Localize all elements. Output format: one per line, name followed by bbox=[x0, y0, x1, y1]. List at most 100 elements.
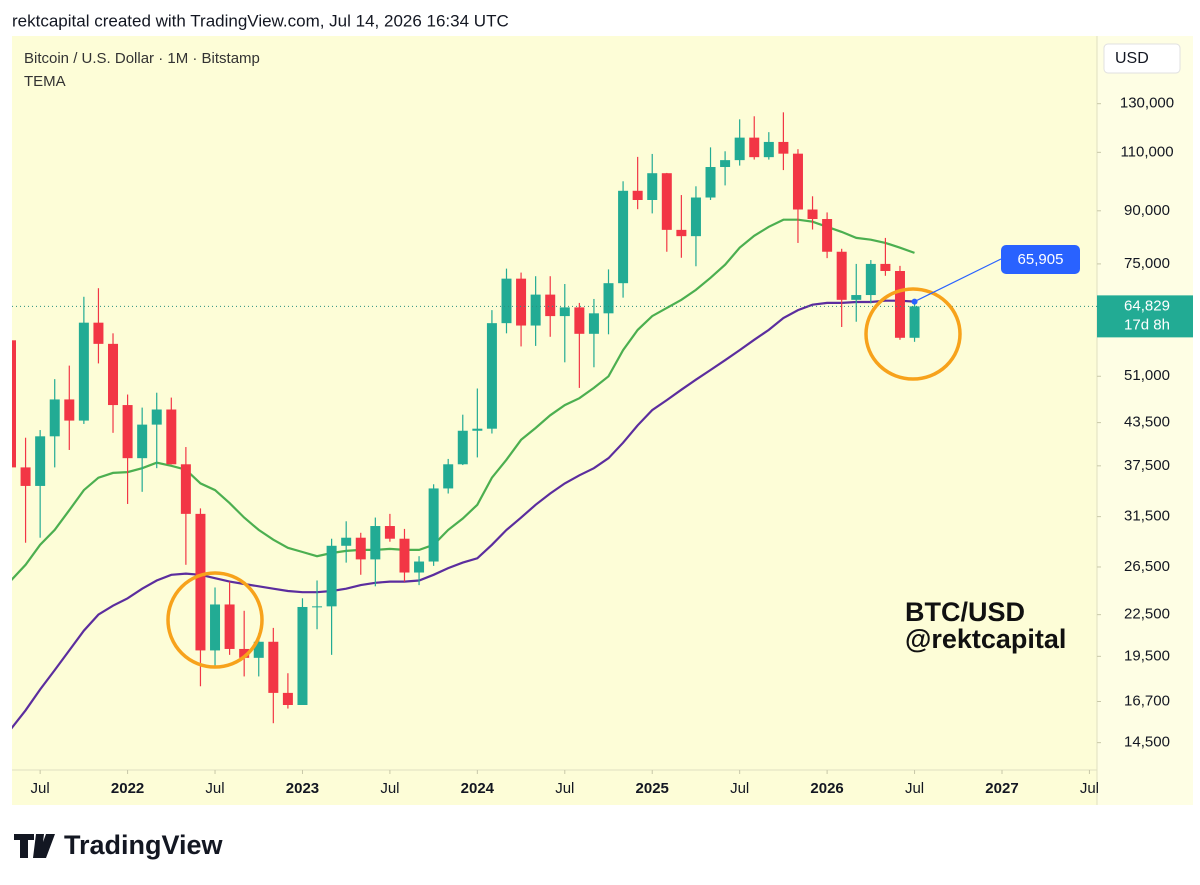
currency: USD bbox=[1115, 50, 1149, 67]
candle-body bbox=[807, 209, 818, 220]
candle-body bbox=[749, 137, 760, 158]
x-tick-label: 2027 bbox=[985, 780, 1018, 797]
candle-body bbox=[384, 526, 395, 539]
candle-body bbox=[647, 173, 658, 201]
x-tick-label: Jul bbox=[380, 780, 399, 797]
candle-body bbox=[180, 464, 191, 514]
candle-body bbox=[778, 141, 789, 154]
candle-body bbox=[78, 322, 89, 421]
candle-body bbox=[734, 137, 745, 161]
candle-body bbox=[370, 526, 381, 560]
currency-box bbox=[1103, 43, 1181, 74]
y-tick-label: 19,500 bbox=[1124, 647, 1170, 664]
candle-body bbox=[865, 263, 876, 296]
candle-body bbox=[792, 153, 803, 210]
candle-body bbox=[428, 488, 439, 562]
candle-body bbox=[763, 141, 774, 158]
candle-body bbox=[210, 604, 221, 651]
y-tick-label: 90,000 bbox=[1124, 202, 1170, 219]
countdown: 17d 8h bbox=[1124, 316, 1170, 333]
x-tick-label: Jul bbox=[31, 780, 50, 797]
candle-body bbox=[632, 190, 643, 201]
candle-body bbox=[851, 295, 862, 300]
y-tick-label: 26,500 bbox=[1124, 558, 1170, 575]
candle-body bbox=[399, 538, 410, 573]
candle-body bbox=[720, 160, 731, 168]
y-tick-label: 31,500 bbox=[1124, 508, 1170, 525]
candle-body bbox=[909, 306, 920, 338]
candle-body bbox=[166, 409, 177, 465]
candle-body bbox=[282, 692, 293, 705]
x-tick-label: 2026 bbox=[810, 780, 843, 797]
candle-body bbox=[690, 197, 701, 237]
candle-body bbox=[341, 537, 352, 546]
y-tick-label: 130,000 bbox=[1120, 95, 1174, 112]
candle-body bbox=[312, 606, 323, 608]
tema-line bbox=[12, 299, 915, 730]
candle-body bbox=[443, 464, 454, 489]
candle-body bbox=[501, 278, 512, 324]
logo-icon bbox=[14, 834, 55, 858]
candle-body bbox=[253, 641, 264, 658]
indicator-name: TEMA bbox=[24, 73, 66, 90]
watermark: BTC/USD bbox=[905, 597, 1025, 627]
callout-anchor bbox=[911, 298, 918, 305]
candle-body bbox=[486, 323, 497, 429]
candle-body bbox=[326, 545, 337, 607]
y-tick-label: 14,500 bbox=[1124, 734, 1170, 751]
candle-body bbox=[472, 428, 483, 431]
plot-background bbox=[12, 36, 1097, 805]
candle-body bbox=[894, 270, 905, 338]
chart-title: Bitcoin / U.S. Dollar · 1M · Bitstamp bbox=[24, 50, 260, 67]
candle-body bbox=[151, 409, 162, 425]
x-tick-label: 2023 bbox=[286, 780, 319, 797]
y-tick-label: 43,500 bbox=[1124, 414, 1170, 431]
x-tick-label: Jul bbox=[555, 780, 574, 797]
candle-body bbox=[49, 399, 60, 437]
plot bbox=[12, 112, 1097, 730]
candle-body bbox=[122, 405, 133, 459]
callout-connector bbox=[914, 258, 1002, 303]
candle-body bbox=[836, 251, 847, 300]
x-tick-label: 2025 bbox=[636, 780, 669, 797]
callout-label: 65,905 bbox=[1018, 251, 1064, 268]
candle-body bbox=[530, 294, 541, 326]
candle-body bbox=[414, 561, 425, 573]
candle-body bbox=[93, 322, 104, 344]
x-tick-label: Jul bbox=[730, 780, 749, 797]
candle-body bbox=[880, 263, 891, 271]
watermark: @rektcapital bbox=[905, 624, 1066, 654]
candle-body bbox=[822, 219, 833, 252]
candle-body bbox=[618, 190, 629, 284]
y-tick-label: 75,000 bbox=[1124, 255, 1170, 272]
candle-body bbox=[705, 167, 716, 198]
candle-body bbox=[64, 399, 75, 421]
candle-body bbox=[355, 537, 366, 560]
candle-body bbox=[676, 229, 687, 237]
x-tick-label: Jul bbox=[205, 780, 224, 797]
candle-body bbox=[268, 641, 279, 693]
candle-body bbox=[239, 648, 250, 658]
y-tick-label: 22,500 bbox=[1124, 606, 1170, 623]
header: rektcapital created with TradingView.com… bbox=[12, 11, 509, 30]
y-tick-label: 51,000 bbox=[1124, 367, 1170, 384]
logo-text: TradingView bbox=[64, 830, 224, 860]
y-tick-label: 37,500 bbox=[1124, 457, 1170, 474]
candle-body bbox=[224, 604, 235, 649]
last-price-box bbox=[1097, 295, 1193, 338]
candle-body bbox=[559, 307, 570, 317]
y-tick-label: 16,700 bbox=[1124, 692, 1170, 709]
x-tick-label: 2024 bbox=[461, 780, 495, 797]
candle-body bbox=[516, 278, 527, 326]
candle-body bbox=[297, 606, 308, 705]
candle-body bbox=[195, 513, 206, 651]
candle-body bbox=[588, 313, 599, 334]
overlay: 65,905 bbox=[911, 245, 1080, 305]
candle-body bbox=[137, 424, 148, 459]
x-tick-label: Jul bbox=[905, 780, 924, 797]
candle-body bbox=[12, 340, 16, 468]
callout-box bbox=[1001, 245, 1080, 274]
x-tick-label: 2022 bbox=[111, 780, 144, 797]
candle-body bbox=[457, 430, 468, 465]
